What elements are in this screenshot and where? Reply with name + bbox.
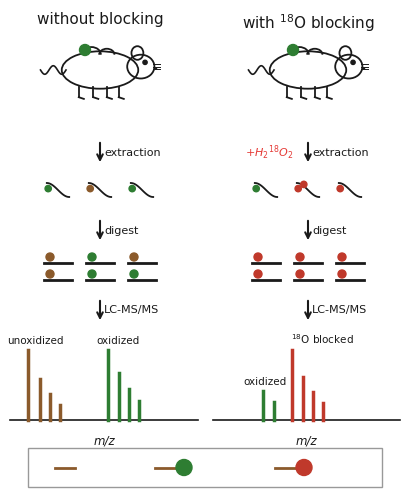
Text: without blocking: without blocking xyxy=(37,12,163,27)
Text: digest: digest xyxy=(312,226,346,235)
Text: LC-MS/MS: LC-MS/MS xyxy=(104,306,159,316)
Circle shape xyxy=(295,186,301,192)
Text: oxidized: oxidized xyxy=(97,336,139,346)
Circle shape xyxy=(176,460,192,475)
Circle shape xyxy=(288,44,299,56)
Text: extraction: extraction xyxy=(104,148,161,158)
Circle shape xyxy=(129,186,135,192)
Circle shape xyxy=(143,60,147,64)
Text: met: met xyxy=(79,462,101,472)
Text: extraction: extraction xyxy=(312,148,369,158)
Circle shape xyxy=(46,253,54,261)
Text: $^{18}$O blocked: $^{18}$O blocked xyxy=(291,332,353,346)
Text: $^{18}$O-met: $^{18}$O-met xyxy=(315,459,362,476)
Circle shape xyxy=(254,270,262,278)
Circle shape xyxy=(351,60,355,64)
Circle shape xyxy=(296,253,304,261)
Circle shape xyxy=(130,270,138,278)
Circle shape xyxy=(254,253,262,261)
Circle shape xyxy=(337,186,343,192)
Circle shape xyxy=(130,253,138,261)
Circle shape xyxy=(87,186,93,192)
Text: LC-MS/MS: LC-MS/MS xyxy=(312,306,367,316)
Text: m/z: m/z xyxy=(93,434,115,447)
Circle shape xyxy=(253,186,259,192)
Circle shape xyxy=(338,253,346,261)
Text: m/z: m/z xyxy=(296,434,317,447)
Text: unoxidized: unoxidized xyxy=(7,336,63,346)
Text: oxidized: oxidized xyxy=(243,376,287,386)
Circle shape xyxy=(88,270,96,278)
Text: digest: digest xyxy=(104,226,138,235)
Text: $+H_2{}^{18}O_2$: $+H_2{}^{18}O_2$ xyxy=(245,144,293,162)
Circle shape xyxy=(45,186,52,192)
Circle shape xyxy=(46,270,54,278)
Circle shape xyxy=(79,44,90,56)
FancyBboxPatch shape xyxy=(28,448,382,487)
Circle shape xyxy=(301,181,307,188)
Text: with $^{18}$O blocking: with $^{18}$O blocking xyxy=(241,12,375,34)
Circle shape xyxy=(296,460,312,475)
Circle shape xyxy=(296,270,304,278)
Text: $^{16}$O-met: $^{16}$O-met xyxy=(195,459,242,476)
Circle shape xyxy=(338,270,346,278)
Circle shape xyxy=(88,253,96,261)
